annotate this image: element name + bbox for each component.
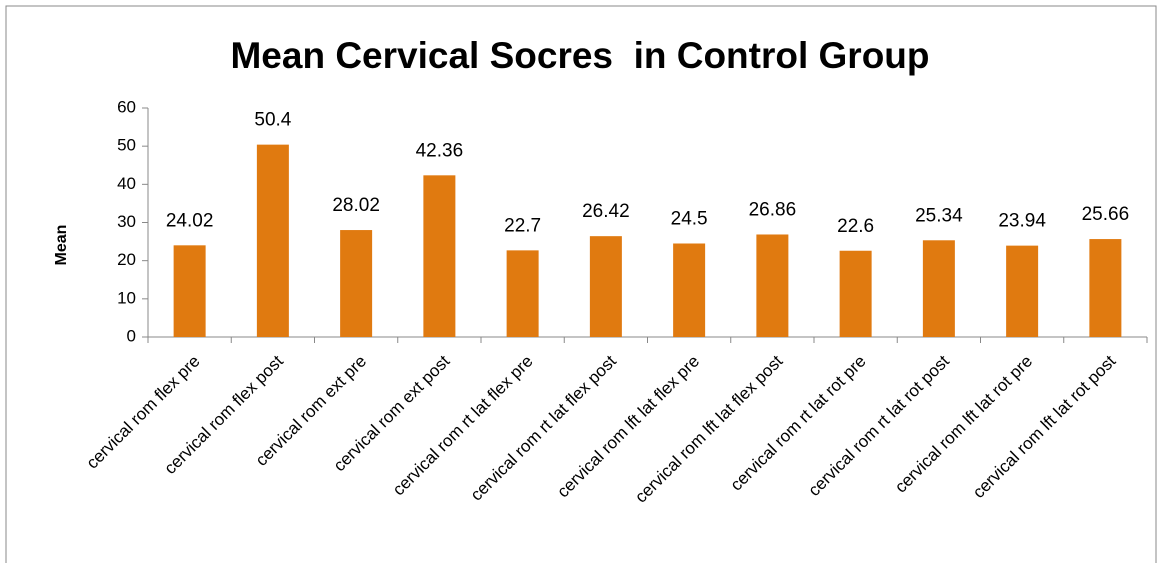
- x-tick-label: cervical rom rt lat rot post: [805, 351, 954, 500]
- bar: [256, 144, 289, 337]
- x-tick-label: cervical rom lft lat rot pre: [891, 352, 1036, 497]
- value-label: 50.4: [254, 110, 291, 131]
- x-tick-label: cervical rom lft lat flex pre: [553, 352, 703, 502]
- bar: [589, 236, 622, 337]
- bar: [756, 234, 789, 337]
- y-tick-label: 50: [117, 136, 136, 155]
- y-tick-label: 0: [127, 326, 136, 345]
- value-label: 24.5: [671, 209, 708, 230]
- y-tick-label: 10: [117, 288, 136, 307]
- y-tick-label: 40: [117, 174, 136, 193]
- y-tick-label: 20: [117, 250, 136, 269]
- bar: [1006, 245, 1039, 337]
- x-tick-label: cervical rom rt lat flex pre: [389, 352, 537, 500]
- value-label: 25.34: [915, 205, 963, 226]
- value-label: 26.42: [582, 201, 630, 222]
- bar: [839, 250, 872, 337]
- value-label: 42.36: [416, 140, 464, 161]
- bar: [922, 240, 955, 337]
- bar: [173, 245, 206, 337]
- y-tick-label: 30: [117, 212, 136, 231]
- x-tick-label: cervical rom rt lat rot pre: [727, 352, 870, 495]
- value-label: 22.7: [504, 215, 541, 236]
- value-label: 28.02: [332, 195, 380, 216]
- x-tick-label: cervical rom rt lat flex post: [467, 351, 620, 504]
- bar: [1089, 239, 1122, 337]
- bar: [506, 250, 539, 337]
- value-label: 26.86: [749, 199, 797, 220]
- value-label: 22.6: [837, 216, 874, 237]
- bar: [340, 230, 373, 337]
- value-label: 24.02: [166, 210, 214, 231]
- y-tick-label: 60: [117, 97, 136, 116]
- x-tick-label: cervical rom lft lat rot post: [969, 351, 1120, 502]
- chart-border: [5, 5, 1157, 563]
- bar: [673, 243, 706, 337]
- bar: [423, 175, 456, 337]
- y-axis-label: Mean: [53, 225, 70, 266]
- value-label: 25.66: [1082, 204, 1130, 225]
- value-label: 23.94: [998, 211, 1046, 232]
- x-tick-label: cervical rom lft lat flex post: [631, 351, 786, 506]
- chart-title: Mean Cervical Socres in Control Group: [230, 35, 929, 76]
